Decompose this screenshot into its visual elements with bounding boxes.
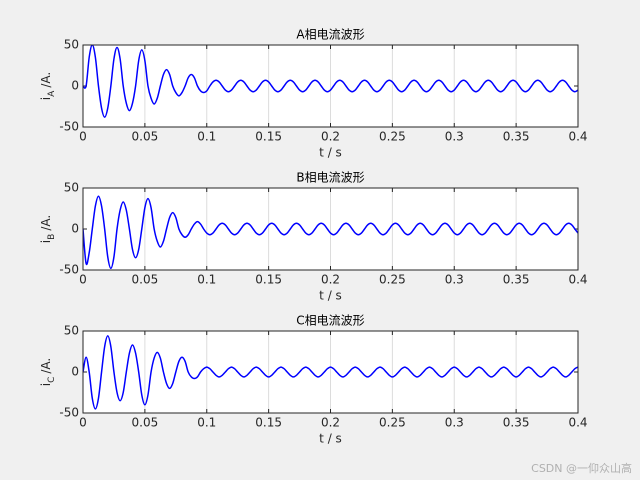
axes-box [82, 330, 579, 414]
x-axis-label: t / s [319, 146, 342, 160]
subplot: 0 0.05 0.1 0.15 0.2 0.25 0.3 0.35 0.4-50050A相电流波… [39, 28, 588, 160]
x-tick-label: 0.3 [445, 273, 464, 287]
y-tick-label: -50 [59, 406, 79, 420]
x-axis-label: t / s [319, 432, 342, 446]
x-axis-label: t / s [319, 289, 342, 303]
data-line [83, 335, 578, 410]
x-tick-label: 0 [79, 130, 87, 144]
chart-title: B相电流波形 [296, 171, 364, 185]
x-tick-label: 0.2 [321, 273, 340, 287]
subplot: 0 0.05 0.1 0.15 0.2 0.25 0.3 0.35 0.4-50050B相电流波… [39, 171, 588, 303]
x-tick-label: 0.1 [197, 130, 216, 144]
y-axis-label-symbol: i [39, 240, 53, 243]
x-tick-label: 0 [79, 416, 87, 430]
x-tick-label: 0.4 [568, 130, 587, 144]
chart-title: A相电流波形 [296, 28, 364, 42]
x-tick-label: 0.3 [445, 130, 464, 144]
x-tick-label: 0.2 [321, 130, 340, 144]
data-line [83, 45, 578, 118]
x-tick-label: 0.05 [132, 416, 159, 430]
x-tick-label: 0 [79, 273, 87, 287]
x-tick-label: 0.35 [503, 130, 530, 144]
watermark: CSDN @一仰众山高 [531, 461, 632, 475]
x-tick-label: 0.35 [503, 416, 530, 430]
y-tick-label: -50 [59, 263, 79, 277]
subplot: 0 0.05 0.1 0.15 0.2 0.25 0.3 0.35 0.4-50050C相电流波… [39, 314, 588, 446]
y-axis-label-subscript: C [47, 377, 57, 383]
x-tick-label: 0.15 [255, 416, 282, 430]
y-tick-label: 0 [71, 79, 79, 93]
x-tick-label: 0.05 [132, 130, 159, 144]
axes-box [82, 187, 579, 271]
y-tick-label: 50 [64, 324, 79, 338]
chart-title: C相电流波形 [296, 314, 364, 328]
y-tick-label: 0 [71, 222, 79, 236]
x-tick-label: 0.25 [379, 130, 406, 144]
y-axis-label: iC/A. [39, 358, 57, 387]
y-axis-label-subscript: A [47, 90, 57, 97]
x-tick-label: 0.25 [379, 416, 406, 430]
y-axis-label-subscript: B [47, 234, 57, 240]
y-axis-label-symbol: i [39, 97, 53, 100]
x-tick-label: 0.1 [197, 273, 216, 287]
x-tick-label: 0.1 [197, 416, 216, 430]
y-axis-label-unit: /A. [39, 215, 53, 231]
axes-box [82, 44, 579, 128]
x-tick-label: 0.3 [445, 416, 464, 430]
x-tick-label: 0.4 [568, 273, 587, 287]
y-axis-label: iA/A. [39, 72, 57, 100]
data-line [83, 195, 578, 270]
y-tick-label: 50 [64, 38, 79, 52]
y-axis-label-unit: /A. [39, 72, 53, 88]
x-tick-label: 0.35 [503, 273, 530, 287]
y-tick-label: 0 [71, 365, 79, 379]
x-tick-label: 0.05 [132, 273, 159, 287]
y-axis-label-unit: /A. [39, 358, 53, 374]
x-tick-label: 0.2 [321, 416, 340, 430]
x-tick-label: 0.4 [568, 416, 587, 430]
x-tick-label: 0.15 [255, 130, 282, 144]
x-tick-label: 0.15 [255, 273, 282, 287]
y-axis-label: iB/A. [39, 215, 57, 243]
y-axis-label-symbol: i [39, 383, 53, 386]
y-tick-label: -50 [59, 120, 79, 134]
y-tick-label: 50 [64, 181, 79, 195]
x-tick-label: 0.25 [379, 273, 406, 287]
